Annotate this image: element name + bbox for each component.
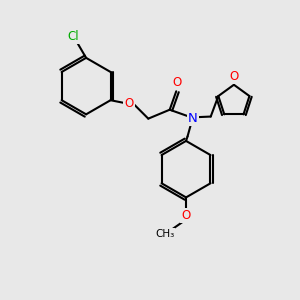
Text: O: O bbox=[172, 76, 182, 89]
Text: O: O bbox=[229, 70, 239, 83]
Text: Cl: Cl bbox=[68, 30, 80, 43]
Text: CH₃: CH₃ bbox=[155, 229, 174, 239]
Text: N: N bbox=[188, 112, 198, 124]
Text: O: O bbox=[182, 209, 191, 222]
Text: O: O bbox=[124, 97, 134, 110]
